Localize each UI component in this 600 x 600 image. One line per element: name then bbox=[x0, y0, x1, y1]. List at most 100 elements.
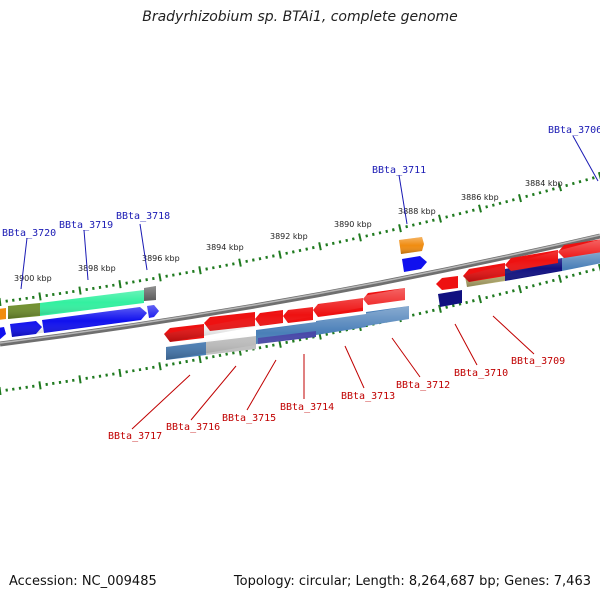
minor-tick bbox=[591, 268, 595, 272]
major-tick bbox=[398, 224, 402, 233]
minor-tick bbox=[411, 223, 415, 227]
kbp-label: 3894 kbp bbox=[206, 243, 244, 252]
major-tick bbox=[597, 171, 600, 180]
accession-label: Accession: NC_009485 bbox=[9, 574, 157, 589]
major-tick bbox=[78, 286, 82, 295]
gene-feature[interactable] bbox=[436, 276, 458, 290]
minor-tick bbox=[285, 251, 288, 255]
gene-label[interactable]: BBta_3714 bbox=[280, 402, 334, 413]
gene-label[interactable]: BBta_3720 bbox=[2, 228, 56, 239]
minor-tick bbox=[265, 255, 268, 259]
minor-tick bbox=[511, 198, 515, 202]
minor-tick bbox=[225, 352, 228, 356]
gene-label[interactable]: BBta_3710 bbox=[454, 368, 508, 379]
minor-tick bbox=[578, 271, 582, 276]
minor-tick bbox=[192, 269, 195, 274]
gene-label[interactable]: BBta_3712 bbox=[396, 380, 450, 391]
gene-label[interactable]: BBta_3718 bbox=[116, 211, 170, 222]
minor-tick bbox=[578, 179, 582, 184]
minor-tick bbox=[325, 243, 329, 247]
minor-tick bbox=[391, 228, 395, 232]
minor-tick bbox=[531, 192, 535, 197]
major-tick bbox=[198, 266, 202, 275]
gene-label[interactable]: BBta_3715 bbox=[222, 413, 276, 424]
minor-tick bbox=[245, 259, 248, 263]
gene-label[interactable]: BBta_3709 bbox=[511, 356, 565, 367]
kbp-label: 3886 kbp bbox=[461, 193, 499, 202]
gene-feature[interactable] bbox=[463, 239, 600, 282]
gene-feature[interactable] bbox=[0, 327, 6, 341]
minor-tick bbox=[431, 308, 435, 313]
minor-tick bbox=[272, 254, 275, 258]
minor-tick bbox=[152, 365, 155, 369]
minor-tick bbox=[538, 282, 542, 286]
minor-tick bbox=[192, 358, 195, 362]
gene-feature[interactable] bbox=[166, 306, 409, 360]
major-tick bbox=[158, 362, 162, 371]
gene-label[interactable]: BBta_3711 bbox=[372, 165, 426, 176]
minor-tick bbox=[338, 240, 342, 244]
major-tick bbox=[318, 242, 322, 251]
gene-label[interactable]: BBta_3717 bbox=[108, 431, 162, 442]
minor-tick bbox=[571, 181, 575, 186]
minor-tick bbox=[531, 284, 535, 288]
gene-label[interactable]: BBta_3719 bbox=[59, 220, 113, 231]
scale-ticks-outer bbox=[0, 171, 600, 307]
major-tick bbox=[518, 285, 522, 294]
minor-tick bbox=[451, 213, 455, 217]
minor-tick bbox=[451, 304, 455, 308]
major-tick bbox=[38, 381, 42, 390]
gene-feature[interactable] bbox=[402, 256, 427, 272]
gene-label[interactable]: BBta_3713 bbox=[341, 391, 395, 402]
minor-tick bbox=[465, 300, 469, 305]
leader-lines bbox=[20, 135, 599, 430]
gene-feature[interactable] bbox=[399, 237, 424, 254]
minor-tick bbox=[378, 231, 382, 235]
kbp-label: 3890 kbp bbox=[334, 220, 372, 229]
minor-tick bbox=[385, 229, 389, 233]
minor-tick bbox=[491, 294, 495, 298]
minor-tick bbox=[105, 284, 108, 288]
gene-label[interactable]: BBta_3716 bbox=[166, 422, 220, 433]
minor-tick bbox=[172, 362, 175, 366]
gene-feature[interactable] bbox=[8, 286, 156, 319]
gene-feature[interactable] bbox=[0, 308, 6, 320]
minor-tick bbox=[505, 200, 509, 204]
major-tick bbox=[478, 295, 482, 304]
minor-tick bbox=[212, 355, 215, 359]
minor-tick bbox=[232, 262, 235, 266]
minor-tick bbox=[425, 310, 429, 314]
major-tick bbox=[358, 233, 362, 242]
minor-tick bbox=[205, 267, 208, 271]
minor-tick bbox=[232, 351, 235, 355]
minor-tick bbox=[265, 344, 268, 349]
minor-tick bbox=[305, 247, 309, 251]
minor-tick bbox=[565, 183, 569, 188]
gene-labels: BBta_3720 BBta_3719 BBta_3718 BBta_3711 … bbox=[2, 125, 600, 442]
minor-tick bbox=[498, 201, 502, 206]
major-tick bbox=[158, 273, 162, 282]
minor-tick bbox=[291, 250, 295, 254]
minor-tick bbox=[105, 373, 108, 377]
minor-tick bbox=[411, 313, 415, 317]
minor-tick bbox=[92, 286, 95, 291]
gene-label[interactable]: BBta_3706 bbox=[548, 125, 600, 136]
reverse-genes bbox=[164, 239, 600, 342]
minor-tick bbox=[345, 238, 349, 243]
minor-tick bbox=[471, 208, 475, 212]
minor-tick bbox=[565, 275, 569, 279]
major-tick bbox=[557, 183, 563, 192]
minor-tick bbox=[165, 363, 168, 367]
genome-backbone bbox=[0, 233, 600, 347]
minor-tick bbox=[371, 232, 375, 237]
minor-tick bbox=[418, 221, 422, 226]
major-tick bbox=[278, 250, 282, 259]
kbp-label: 3892 kbp bbox=[270, 232, 308, 241]
gene-feature[interactable] bbox=[438, 290, 462, 307]
minor-tick bbox=[585, 178, 589, 182]
minor-tick bbox=[145, 366, 148, 371]
gene-feature[interactable] bbox=[164, 288, 405, 342]
minor-tick bbox=[418, 311, 422, 316]
kbp-label: 3900 kbp bbox=[14, 274, 52, 283]
gene-feature[interactable] bbox=[10, 305, 159, 337]
